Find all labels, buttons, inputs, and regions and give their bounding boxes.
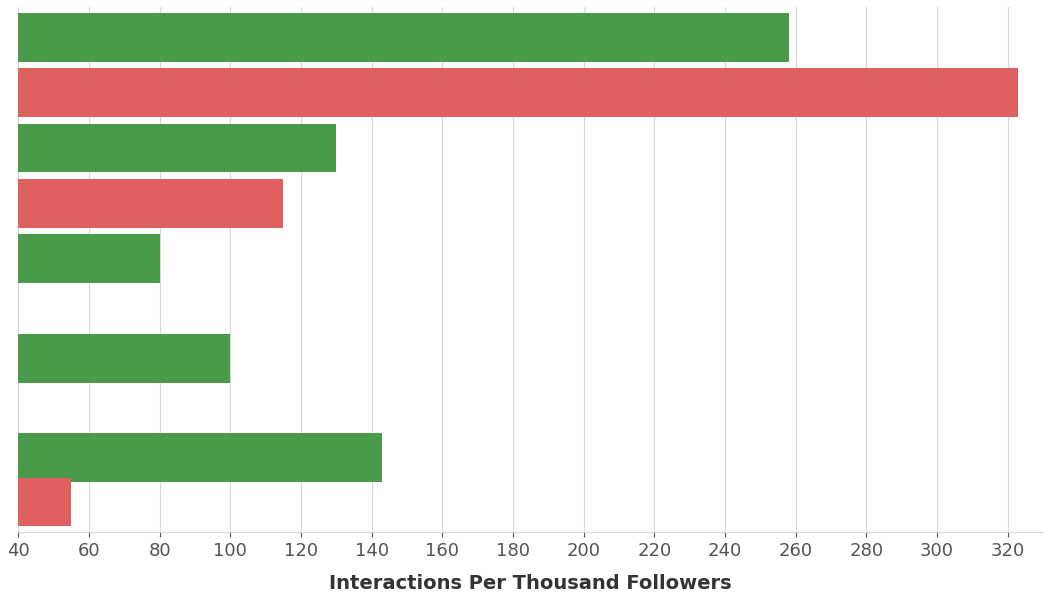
Bar [0,124,336,172]
Bar [0,234,160,283]
Bar [0,433,382,482]
Bar [0,68,1018,117]
Bar [0,334,230,383]
Bar [0,13,789,62]
Bar [0,179,284,227]
Bar [0,478,71,526]
X-axis label: Interactions Per Thousand Followers: Interactions Per Thousand Followers [330,574,732,593]
